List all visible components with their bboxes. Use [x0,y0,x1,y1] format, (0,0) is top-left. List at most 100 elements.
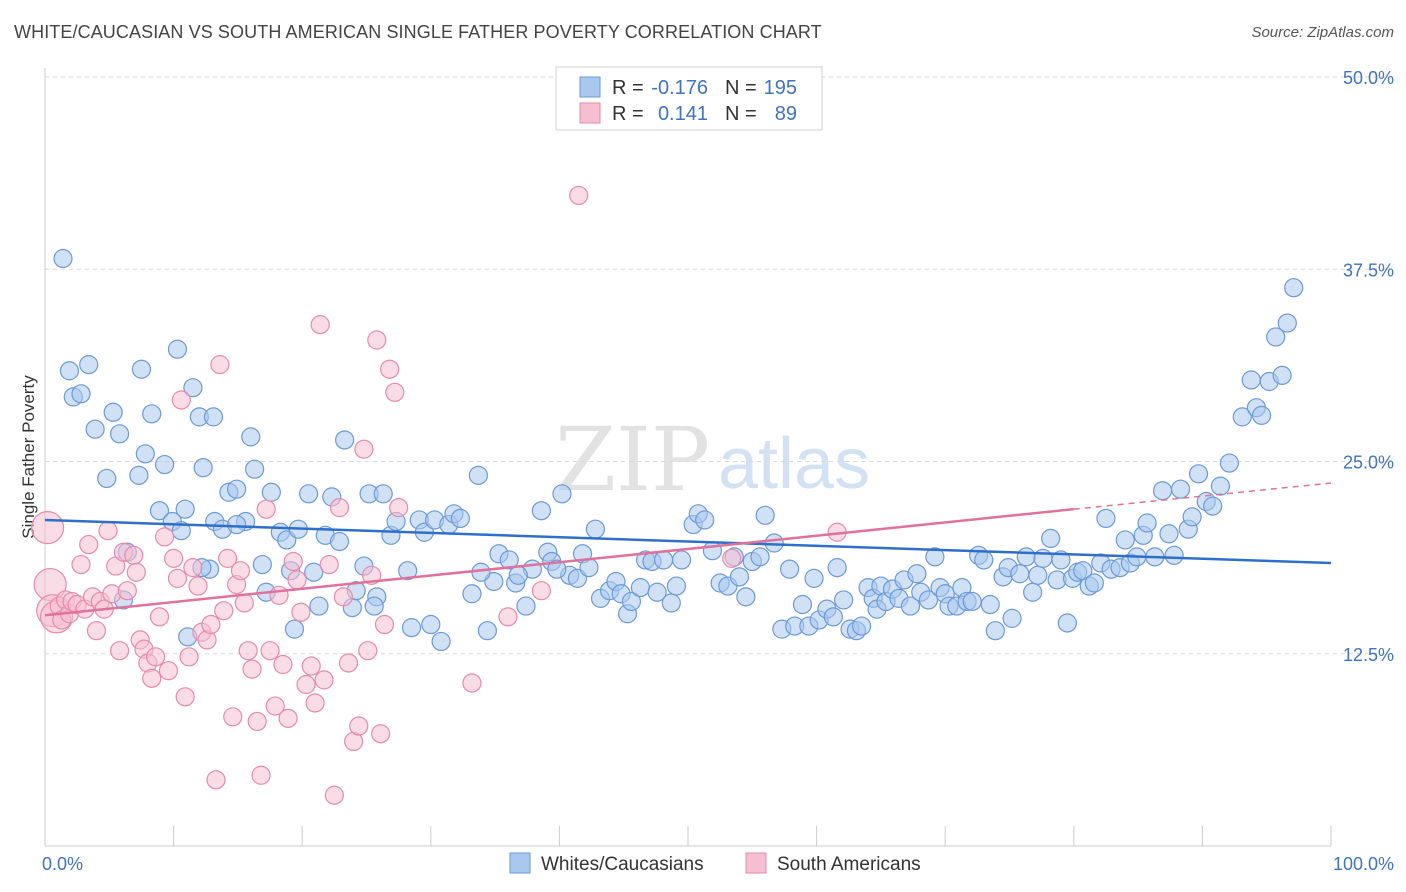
correlation-legend: R = -0.176 N = 195 R = 0.141 N = 89 [555,66,823,131]
white-point-96 [695,510,715,530]
white-point-43 [329,531,350,552]
x-tick-label-min: 0.0% [42,854,83,874]
white-point-189 [1272,365,1292,385]
white-point-166 [1115,530,1135,550]
south-american-point-30 [149,607,170,627]
white-point-117 [834,590,854,610]
legend-n-label-1: N = [725,77,757,99]
white-point-6 [97,468,117,489]
white-point-102 [736,587,756,607]
trend-line-south-americans [44,507,1074,617]
white-point-191 [1284,278,1304,298]
white-point-133 [925,547,945,567]
south-american-point-32 [158,661,179,681]
south-american-point-70 [324,785,344,805]
south-american-point-73 [338,653,359,673]
south-american-point-17 [98,521,118,541]
white-point-112 [804,568,824,588]
white-point-130 [907,564,927,584]
y-tick-label-3: 50.0% [1343,68,1394,88]
white-point-61 [450,508,470,529]
white-point-71 [531,501,551,521]
south-american-point-50 [234,593,254,613]
south-american-point-42 [201,614,221,635]
white-point-93 [671,550,692,570]
south-american-point-37 [179,647,199,667]
white-point-64 [477,621,497,641]
south-american-point-79 [367,330,387,350]
white-point-44 [335,430,355,450]
white-point-120 [852,616,872,636]
south-american-point-59 [273,654,293,675]
series-legend: Whites/Caucasians South Americans [509,852,921,875]
white-point-101 [729,567,750,587]
white-point-50 [373,484,393,504]
white-point-202 [547,559,567,579]
south-american-point-85 [531,581,551,601]
white-point-149 [1016,547,1036,567]
south-american-point-53 [247,711,267,732]
white-point-78 [579,558,599,578]
south-american-point-29 [145,647,166,667]
white-point-33 [261,482,281,502]
south-american-point-35 [171,390,191,410]
chart-source: Source: ZipAtlas.com [1251,24,1394,41]
white-point-3 [71,384,91,404]
white-point-29 [241,427,261,447]
white-point-20 [183,378,203,398]
legend-swatch-blue [579,76,601,98]
south-american-point-46 [218,548,238,568]
south-american-point-86 [569,185,589,206]
trend-line-whites [44,518,1332,565]
white-point-129 [900,596,921,616]
south-american-point-38 [183,558,203,578]
white-point-30 [245,459,265,479]
white-point-14 [149,501,170,521]
south-american-point-22 [117,581,137,601]
south-american-point-82 [380,359,400,379]
x-tick-label-max: 100.0% [1333,854,1394,874]
white-point-161 [1084,573,1104,593]
legend-n-value-2: 89 [775,103,797,125]
south-american-point-89 [462,673,482,693]
y-tick-label-1: 25.0% [1343,453,1394,473]
white-point-148 [1010,564,1030,584]
white-point-183 [1232,407,1252,427]
south-american-point-52 [242,659,262,679]
south-american-point-28 [142,668,162,688]
white-point-178 [1188,464,1209,484]
x-tick-marks [44,826,1332,846]
white-point-7 [103,402,123,422]
white-point-4 [79,355,99,375]
white-point-12 [135,444,155,464]
white-point-10 [129,465,149,485]
white-point-156 [1057,613,1077,633]
watermark-zip: ZIP [555,408,710,511]
south-american-point-58 [269,585,289,605]
white-point-184 [1241,370,1261,390]
white-point-85 [621,591,642,612]
white-point-199 [421,614,441,635]
white-point-110 [792,594,813,615]
white-point-170 [1137,513,1157,533]
white-point-186 [1251,405,1272,425]
south-american-point-75 [349,716,369,736]
white-point-144 [985,621,1005,641]
white-point-195 [203,407,224,427]
bottom-legend-label-south-americans: South Americans [777,854,921,875]
south-american-point-34 [167,568,188,588]
south-american-point-72 [333,587,353,607]
white-point-188 [1266,327,1286,347]
white-point-163 [1096,508,1116,529]
south-american-point-47 [223,707,243,727]
south-american-point-0 [30,511,65,545]
white-point-13 [142,404,162,424]
south-american-point-77 [358,641,378,661]
white-point-37 [284,619,305,639]
south-american-point-68 [314,670,334,690]
south-american-point-36 [175,687,195,707]
y-tick-label-2: 37.5% [1343,260,1394,280]
white-point-197 [304,562,324,582]
watermark-atlas: atlas [718,424,870,504]
